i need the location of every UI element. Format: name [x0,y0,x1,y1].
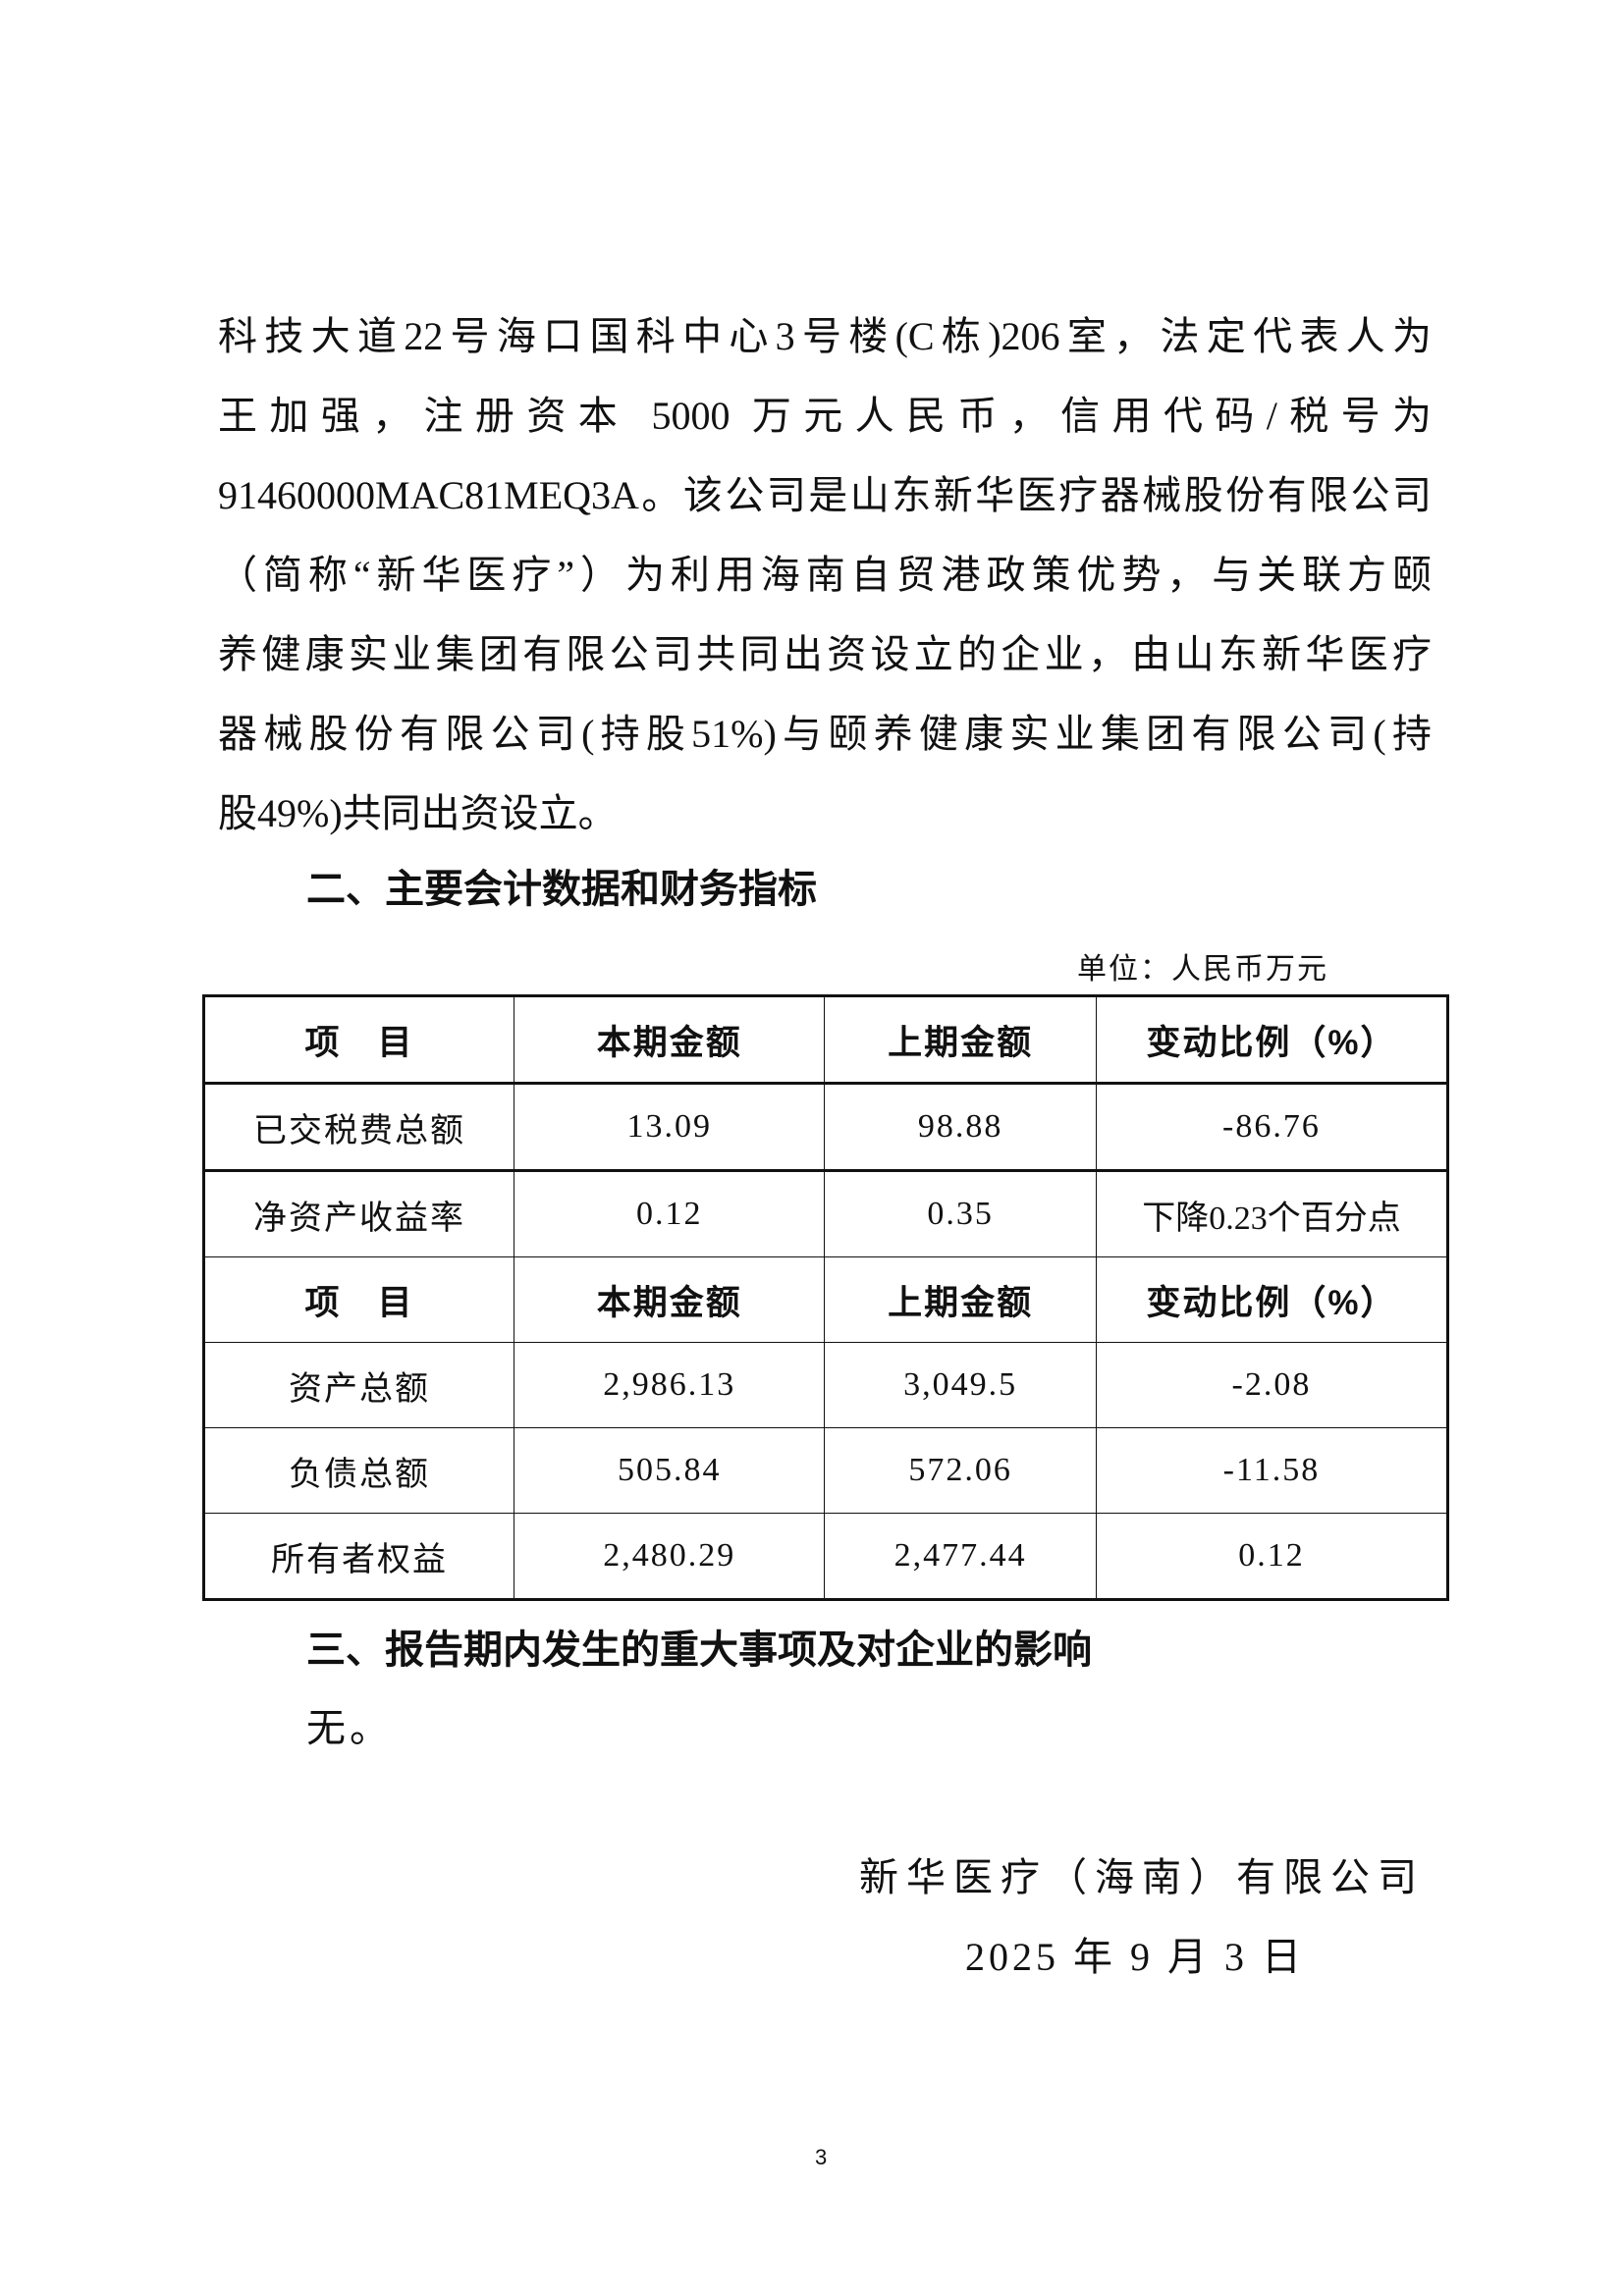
header-cell: 本期金额 [514,1256,826,1343]
table-cell: 572.06 [824,1427,1097,1514]
table-row: 所有者权益 2,480.29 2,477.44 0.12 [202,1513,1449,1600]
header-cell: 上期金额 [824,1256,1097,1343]
page-number: 3 [815,2145,828,2169]
paragraph-line: 器械股份有限公司(持股51%)与颐养健康实业集团有限公司(持 [218,712,1432,756]
table-cell: 13.09 [514,1082,826,1171]
signature-date: 2025 年 9 月 3 日 [965,1935,1305,1979]
paragraph-line: 养健康实业集团有限公司共同出资设立的企业，由山东新华医疗 [218,632,1432,676]
header-cell: 本期金额 [514,995,826,1084]
header-cell: 变动比例（%） [1095,1256,1449,1343]
table-cell: 负债总额 [202,1427,515,1514]
section-3-heading: 三、报告期内发生的重大事项及对企业的影响 [306,1629,1092,1672]
paragraph-line: 91460000MAC81MEQ3A。该公司是山东新华医疗器械股份有限公司 [218,473,1432,517]
table-cell: 3,049.5 [824,1342,1097,1428]
table-header-row: 项 目 本期金额 上期金额 变动比例（%） [202,1256,1449,1343]
table-cell: 2,477.44 [824,1513,1097,1600]
table-cell: 已交税费总额 [202,1082,515,1171]
table-cell: 资产总额 [202,1342,515,1428]
table-cell: 0.12 [514,1169,826,1257]
table-cell: 0.35 [824,1169,1097,1257]
table-cell: 净资产收益率 [202,1169,515,1257]
paragraph-line: 股49%)共同出资设立。 [218,791,618,835]
table-cell: 2,986.13 [514,1342,826,1428]
header-cell: 上期金额 [824,995,1097,1084]
table-row: 资产总额 2,986.13 3,049.5 -2.08 [202,1342,1449,1428]
paragraph-line: 王加强，注册资本 5000 万元人民币，信用代码/税号为 [218,394,1432,438]
table-cell: 98.88 [824,1082,1097,1171]
table-cell: 0.12 [1095,1513,1449,1600]
paragraph-line: 科技大道22号海口国科中心3号楼(C栋)206室，法定代表人为 [218,314,1432,358]
table-cell: 2,480.29 [514,1513,826,1600]
paragraph-line: （简称“新华医疗”）为利用海南自贸港政策优势，与关联方颐 [218,553,1432,597]
table-cell: -11.58 [1095,1427,1449,1514]
signature-company: 新华医疗（海南）有限公司 [859,1855,1425,1899]
header-cell: 变动比例（%） [1095,995,1449,1084]
table-cell: 所有者权益 [202,1513,515,1600]
financial-table: 项 目 本期金额 上期金额 变动比例（%） 已交税费总额 13.09 98.88… [202,994,1449,1601]
table-row: 已交税费总额 13.09 98.88 -86.76 [202,1082,1449,1171]
table-cell: 505.84 [514,1427,826,1514]
section-3-body: 无。 [306,1706,393,1750]
table-row: 负债总额 505.84 572.06 -11.58 [202,1427,1449,1514]
unit-label: 单位：人民币万元 [1077,953,1328,986]
table-header-row: 项 目 本期金额 上期金额 变动比例（%） [202,995,1449,1084]
table-cell: 下降0.23个百分点 [1095,1169,1449,1257]
header-cell: 项 目 [202,1256,515,1343]
table-cell: -2.08 [1095,1342,1449,1428]
section-2-heading: 二、主要会计数据和财务指标 [306,868,817,911]
table-cell: -86.76 [1095,1082,1449,1171]
table-row: 净资产收益率 0.12 0.35 下降0.23个百分点 [202,1169,1449,1257]
header-cell: 项 目 [202,995,515,1084]
